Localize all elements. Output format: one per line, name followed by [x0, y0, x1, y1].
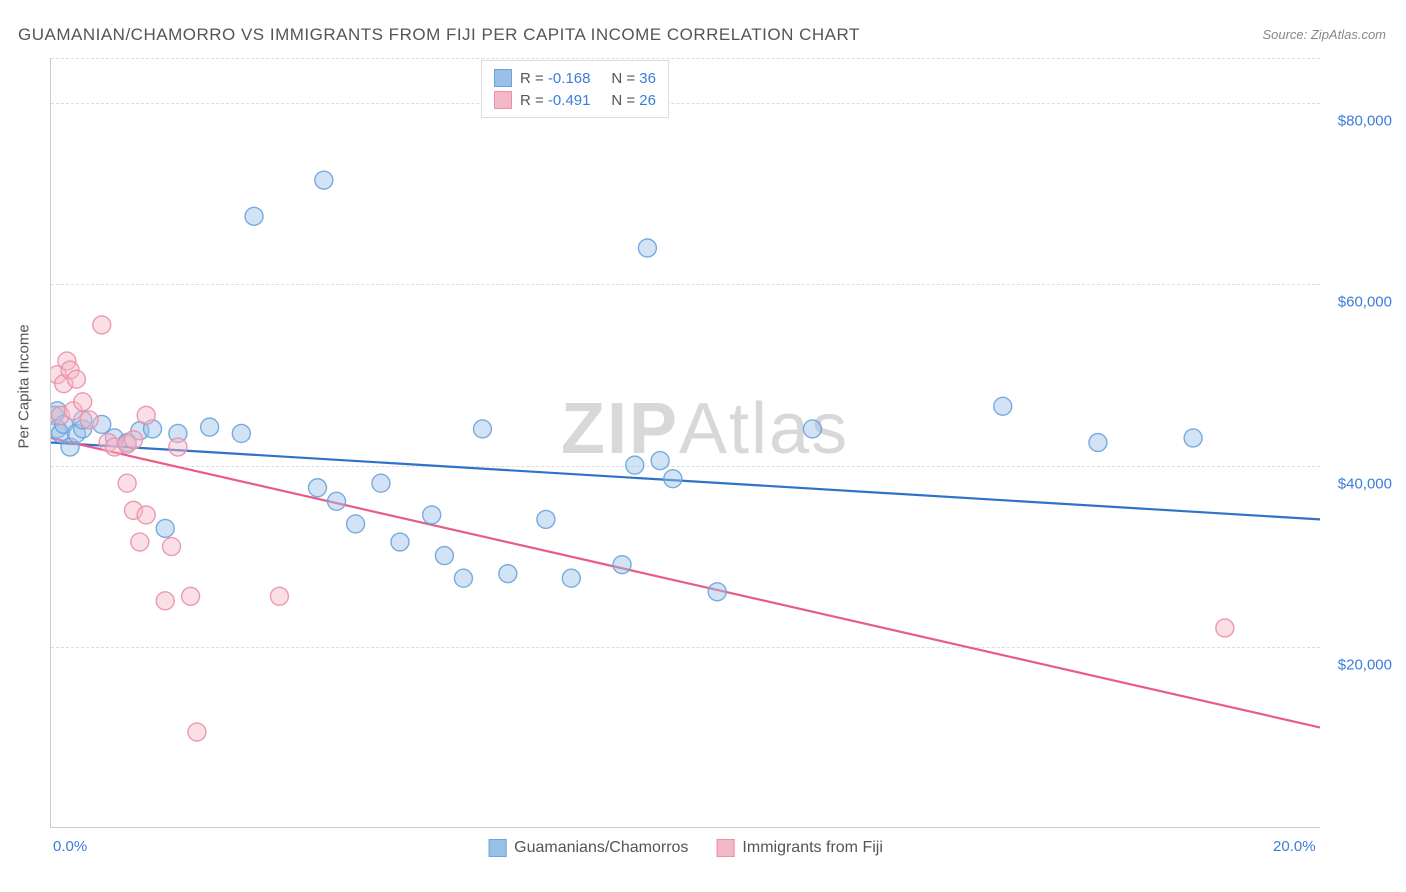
legend-item-0: Guamanians/Chamorros [488, 839, 688, 857]
point-fiji [156, 592, 174, 610]
point-guamanians [638, 239, 656, 257]
point-guamanians [473, 420, 491, 438]
point-fiji [137, 406, 155, 424]
point-guamanians [994, 397, 1012, 415]
point-guamanians [435, 547, 453, 565]
y-tick-label: $40,000 [1338, 475, 1392, 492]
swatch-bottom-0 [488, 839, 506, 857]
y-tick-label: $80,000 [1338, 113, 1392, 130]
point-guamanians [454, 569, 472, 587]
legend-label-0: Guamanians/Chamorros [514, 839, 688, 857]
point-guamanians [1089, 434, 1107, 452]
point-fiji [118, 474, 136, 492]
point-guamanians [391, 533, 409, 551]
point-guamanians [156, 519, 174, 537]
x-tick-label: 0.0% [53, 838, 87, 855]
point-guamanians [315, 171, 333, 189]
point-fiji [1216, 619, 1234, 637]
point-guamanians [423, 506, 441, 524]
correlation-legend: R = -0.168 N = 36 R = -0.491 N = 26 [481, 60, 669, 118]
point-fiji [169, 438, 187, 456]
plot-area: ZIPAtlas $20,000$40,000$60,000$80,000 0.… [50, 58, 1320, 828]
point-guamanians [613, 556, 631, 574]
point-fiji [124, 431, 142, 449]
swatch-series-0 [494, 69, 512, 87]
swatch-series-1 [494, 91, 512, 109]
point-fiji [74, 393, 92, 411]
legend-row-series-1: R = -0.491 N = 26 [494, 89, 656, 111]
point-fiji [188, 723, 206, 741]
swatch-bottom-1 [716, 839, 734, 857]
point-guamanians [537, 510, 555, 528]
point-fiji [137, 506, 155, 524]
point-guamanians [347, 515, 365, 533]
point-guamanians [232, 424, 250, 442]
legend-item-1: Immigrants from Fiji [716, 839, 882, 857]
legend-label-1: Immigrants from Fiji [742, 839, 882, 857]
point-fiji [182, 587, 200, 605]
point-fiji [163, 538, 181, 556]
point-guamanians [201, 418, 219, 436]
legend-r-0: R = -0.168 N = 36 [520, 70, 656, 87]
point-guamanians [372, 474, 390, 492]
point-guamanians [626, 456, 644, 474]
point-guamanians [499, 565, 517, 583]
point-guamanians [664, 470, 682, 488]
point-guamanians [562, 569, 580, 587]
point-fiji [67, 370, 85, 388]
point-fiji [131, 533, 149, 551]
point-guamanians [1184, 429, 1202, 447]
chart-title: GUAMANIAN/CHAMORRO VS IMMIGRANTS FROM FI… [18, 25, 860, 45]
scatter-svg [51, 58, 1320, 827]
y-axis-title: Per Capita Income [16, 324, 33, 448]
point-guamanians [245, 207, 263, 225]
source-label: Source: ZipAtlas.com [1262, 27, 1386, 42]
point-guamanians [328, 492, 346, 510]
point-fiji [80, 411, 98, 429]
y-tick-label: $20,000 [1338, 656, 1392, 673]
point-guamanians [803, 420, 821, 438]
y-tick-label: $60,000 [1338, 294, 1392, 311]
point-fiji [270, 587, 288, 605]
point-guamanians [708, 583, 726, 601]
point-guamanians [651, 452, 669, 470]
point-guamanians [308, 479, 326, 497]
chart-container: GUAMANIAN/CHAMORRO VS IMMIGRANTS FROM FI… [0, 0, 1406, 892]
x-tick-label: 20.0% [1273, 838, 1316, 855]
legend-r-1: R = -0.491 N = 26 [520, 92, 656, 109]
point-fiji [93, 316, 111, 334]
legend-row-series-0: R = -0.168 N = 36 [494, 67, 656, 89]
bottom-legend: Guamanians/Chamorros Immigrants from Fij… [488, 839, 883, 857]
